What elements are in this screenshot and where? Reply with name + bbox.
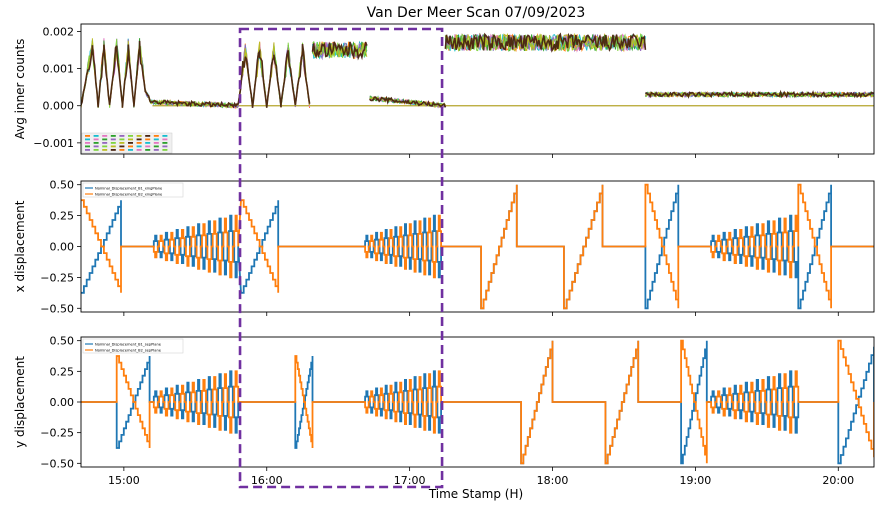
plot-area — [81, 341, 874, 464]
legend-swatch — [128, 135, 133, 137]
legend-swatch — [85, 146, 90, 148]
x-tick-label: 17:00 — [394, 474, 426, 487]
legend-swatch — [137, 142, 142, 144]
legend-swatch — [137, 149, 142, 151]
legend-swatch — [119, 142, 124, 144]
legend-swatch — [162, 149, 167, 151]
legend-swatch — [154, 135, 159, 137]
legend-swatch — [128, 146, 133, 148]
legend-swatch — [137, 146, 142, 148]
legend-swatch — [102, 139, 107, 141]
legend-swatch — [85, 139, 90, 141]
series-line-b2 — [81, 185, 874, 309]
legend-swatch — [102, 149, 107, 151]
legend-swatch — [145, 142, 150, 144]
legend-swatch — [119, 146, 124, 148]
y-tick-label: 0.25 — [50, 210, 75, 223]
legend-entry: Nominal_Displacement_B1_sepPlane — [95, 342, 162, 346]
legend-swatch — [154, 149, 159, 151]
legend-swatch — [94, 135, 99, 137]
legend-swatch — [111, 139, 116, 141]
legend: Nominal_Displacement_B1_xingPlane Nominal… — [83, 183, 183, 197]
legend-swatch — [119, 135, 124, 137]
legend-swatch — [145, 139, 150, 141]
y-tick-label: 0.002 — [43, 25, 75, 38]
legend-swatch — [162, 146, 167, 148]
y-tick-label: −0.25 — [40, 427, 74, 440]
legend-swatch — [128, 139, 133, 141]
y-tick-label: 0.00 — [50, 241, 75, 254]
legend-entry: Nominal_Displacement_B1_xingPlane — [95, 186, 163, 190]
legend-swatch — [162, 135, 167, 137]
legend-swatch — [119, 149, 124, 151]
y-axis-label: x displacement — [13, 200, 27, 292]
panel-bottom: −0.50 −0.25 0.00 0.25 0.50 y displacement 15:0… — [13, 335, 874, 487]
channel-series — [81, 41, 151, 108]
plot-area — [81, 34, 874, 108]
legend-swatch — [94, 142, 99, 144]
legend-swatch — [85, 135, 90, 137]
legend-swatch — [111, 142, 116, 144]
x-tick-label: 19:00 — [680, 474, 712, 487]
y-tick-label: −0.50 — [40, 457, 74, 470]
y-tick-label: 0.001 — [43, 63, 75, 76]
series-line-b2 — [81, 341, 874, 464]
y-axis-label: y displacement — [13, 356, 27, 448]
y-axis-label: Avg inner counts — [13, 39, 27, 140]
legend-swatch — [128, 142, 133, 144]
legend — [82, 133, 172, 153]
plot-area — [81, 185, 874, 309]
y-tick-label: −0.50 — [40, 302, 74, 315]
legend-swatch — [154, 146, 159, 148]
legend-swatch — [162, 139, 167, 141]
y-tick-label: 0.25 — [50, 365, 75, 378]
legend-swatch — [94, 139, 99, 141]
legend-swatch — [111, 146, 116, 148]
legend-swatch — [111, 135, 116, 137]
legend-swatch — [85, 142, 90, 144]
x-axis-label: Time Stamp (H) — [428, 487, 523, 501]
legend-entry: Nominal_Displacement_B2_sepPlane — [95, 348, 162, 352]
y-tick-label: −0.001 — [33, 137, 74, 150]
legend-swatch — [137, 139, 142, 141]
y-tick-label: 0.00 — [50, 396, 75, 409]
legend-swatch — [102, 135, 107, 137]
legend-swatch — [154, 142, 159, 144]
x-tick-label: 15:00 — [108, 474, 140, 487]
panel-middle: −0.50 −0.25 0.00 0.25 0.50 x displacement Nomi… — [13, 179, 874, 316]
legend-swatch — [145, 135, 150, 137]
y-tick-label: 0.50 — [50, 335, 75, 348]
y-tick-label: 0.000 — [43, 100, 75, 113]
y-tick-label: 0.50 — [50, 179, 75, 192]
legend-swatch — [154, 139, 159, 141]
legend-swatch — [102, 146, 107, 148]
y-tick-label: −0.25 — [40, 271, 74, 284]
x-tick-label: 18:00 — [537, 474, 569, 487]
legend-swatch — [119, 139, 124, 141]
legend-swatch — [102, 142, 107, 144]
legend-swatch — [94, 146, 99, 148]
chart-title: Van Der Meer Scan 07/09/2023 — [367, 5, 586, 21]
legend-swatch — [162, 142, 167, 144]
x-tick-label: 20:00 — [822, 474, 854, 487]
legend: Nominal_Displacement_B1_sepPlane Nominal_… — [83, 339, 183, 353]
legend-swatch — [137, 135, 142, 137]
legend-swatch — [94, 149, 99, 151]
legend-swatch — [128, 149, 133, 151]
legend-entry: Nominal_Displacement_B2_xingPlane — [95, 192, 163, 196]
legend-swatch — [145, 149, 150, 151]
legend-swatch — [85, 149, 90, 151]
panel-top: −0.001 0.000 0.001 0.002 Avg inner counts — [13, 24, 874, 158]
x-tick-label: 16:00 — [251, 474, 283, 487]
legend-swatch — [145, 146, 150, 148]
legend-swatch — [111, 149, 116, 151]
